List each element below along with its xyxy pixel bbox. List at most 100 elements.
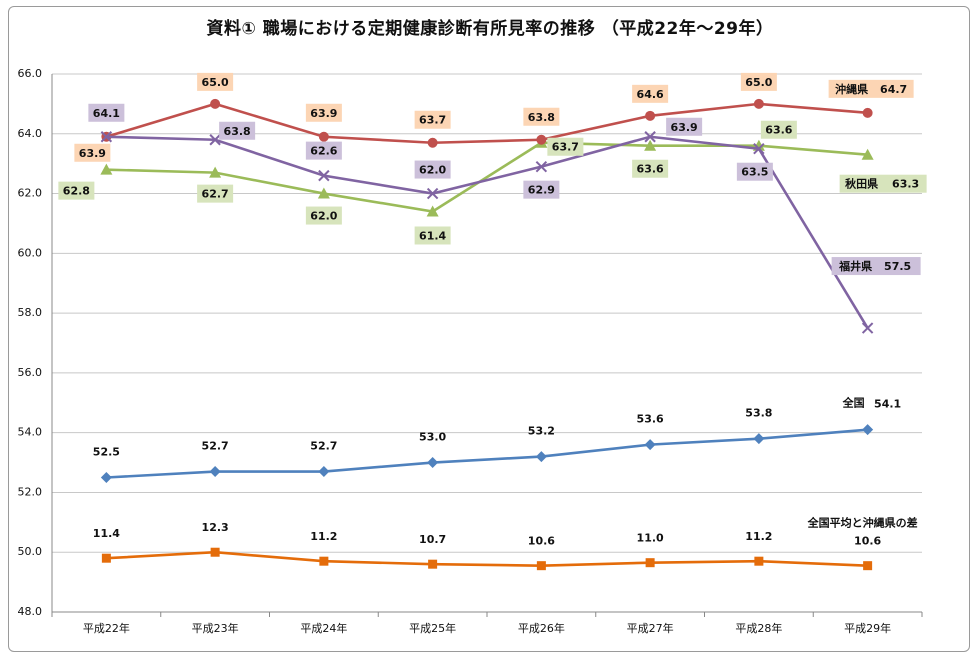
data-label-okinawa-bg [305, 103, 342, 122]
series-4-point [101, 553, 111, 563]
series-1-point-b [209, 134, 221, 146]
x-tick-label: 平成23年 [192, 621, 239, 635]
data-label-fukui-bg [219, 121, 256, 140]
data-label-akita-bg [760, 120, 797, 139]
y-tick-label: 48.0 [18, 605, 43, 618]
series-3-point [753, 433, 765, 445]
series-0-point [536, 134, 547, 145]
y-tick-label: 54.0 [18, 426, 43, 439]
series-4-point [754, 556, 764, 566]
data-label-fukui: 63.8 [224, 125, 251, 138]
data-label-national: 53.6 [637, 413, 664, 426]
data-label-okinawa: 63.9 [310, 107, 337, 120]
end-label-okinawa-name: 沖縄県 [835, 82, 868, 96]
data-label-fukui-bg [666, 117, 703, 136]
series-line-4 [106, 550, 868, 567]
series-3-point [100, 472, 112, 483]
data-label-okinawa: 65.0 [745, 76, 772, 89]
series-0-point [645, 110, 656, 121]
data-label-fukui-bg [736, 162, 773, 181]
series-3-point [318, 466, 330, 478]
series-1-point-b [861, 322, 874, 334]
data-label-national: 52.5 [93, 446, 120, 459]
data-label-fukui: 62.6 [310, 145, 337, 158]
data-label-fukui: 62.0 [419, 164, 446, 177]
series-4-point [428, 559, 438, 569]
data-label-akita-bg [58, 181, 95, 200]
series-0-point [318, 131, 329, 142]
series-4-point [863, 561, 873, 571]
series-4-point [645, 558, 655, 568]
chart-frame [8, 6, 970, 652]
series-4-point [319, 556, 329, 566]
x-tick-label: 平成27年 [627, 621, 674, 635]
data-label-fukui: 63.5 [741, 166, 768, 179]
data-label-okinawa-bg [632, 84, 669, 103]
end-label-fukui-name: 福井県 [838, 259, 872, 273]
data-label-fukui: 62.9 [528, 184, 555, 197]
data-label-akita-bg [197, 184, 234, 203]
data-label-akita: 63.6 [765, 124, 792, 137]
data-label-diff: 10.7 [419, 533, 446, 546]
data-label-fukui: 64.1 [93, 107, 120, 120]
end-label-okinawa-value: 64.7 [880, 83, 907, 96]
y-tick-label: 56.0 [18, 366, 43, 379]
x-tick-label: 平成28年 [735, 621, 782, 635]
end-label-akita-bg [839, 174, 927, 193]
series-2-point [209, 166, 222, 178]
end-label-fukui-value: 57.5 [884, 260, 911, 273]
series-3-point [644, 439, 656, 451]
data-label-okinawa-bg [523, 107, 560, 126]
data-label-akita: 62.7 [202, 188, 229, 201]
y-tick-label: 50.0 [18, 545, 43, 558]
y-tick-label: 64.0 [18, 127, 43, 140]
series-0-point [862, 107, 873, 118]
data-label-fukui-bg [414, 160, 451, 179]
data-label-akita: 63.7 [552, 141, 579, 154]
data-label-okinawa: 63.8 [528, 111, 555, 124]
end-label-akita-name: 秋田県 [845, 177, 878, 191]
data-label-national: 52.7 [310, 440, 337, 453]
data-label-okinawa: 64.6 [637, 88, 664, 101]
data-label-diff: 10.6 [528, 535, 555, 548]
data-label-diff: 12.3 [202, 521, 229, 534]
data-label-fukui-bg [305, 141, 342, 160]
data-label-akita-bg [547, 137, 584, 156]
series-0-point [753, 98, 764, 109]
data-label-diff: 11.2 [310, 530, 337, 543]
data-label-fukui: 63.9 [671, 121, 698, 134]
y-tick-label: 58.0 [18, 306, 43, 319]
data-label-diff: 11.4 [93, 527, 120, 540]
series-2-point [426, 205, 439, 217]
data-label-akita: 61.4 [419, 229, 446, 242]
series-2-point [861, 148, 874, 160]
x-tick-label: 平成25年 [409, 621, 456, 635]
data-label-diff: 10.6 [854, 535, 881, 548]
end-label-national-value: 54.1 [874, 398, 901, 411]
end-label-fukui-bg [831, 257, 921, 276]
series-0-point [427, 137, 438, 148]
data-label-akita: 62.0 [310, 210, 337, 223]
series-line-1 [106, 135, 869, 329]
y-tick-label: 62.0 [18, 187, 43, 200]
data-label-okinawa: 63.9 [79, 147, 106, 160]
series-3-point [427, 457, 439, 469]
series-4-point [210, 547, 220, 557]
x-tick-label: 平成24年 [300, 621, 347, 635]
series-line-3 [106, 428, 868, 479]
data-label-akita: 63.6 [637, 163, 664, 176]
series-1-point-b [644, 131, 656, 143]
data-label-fukui-bg [523, 180, 560, 199]
x-tick-label: 平成29年 [844, 621, 891, 635]
data-label-akita-bg [632, 159, 669, 178]
data-label-okinawa-bg [740, 72, 777, 91]
series-2-point [317, 187, 330, 199]
series-3-point [209, 466, 221, 478]
data-label-national: 53.0 [419, 431, 446, 444]
end-label-diff-name: 全国平均と沖縄県の差 [807, 516, 918, 530]
data-label-national: 52.7 [202, 440, 229, 453]
end-label-national-name: 全国 [842, 396, 865, 410]
data-label-okinawa-bg [74, 143, 111, 162]
series-2-point [644, 139, 657, 151]
